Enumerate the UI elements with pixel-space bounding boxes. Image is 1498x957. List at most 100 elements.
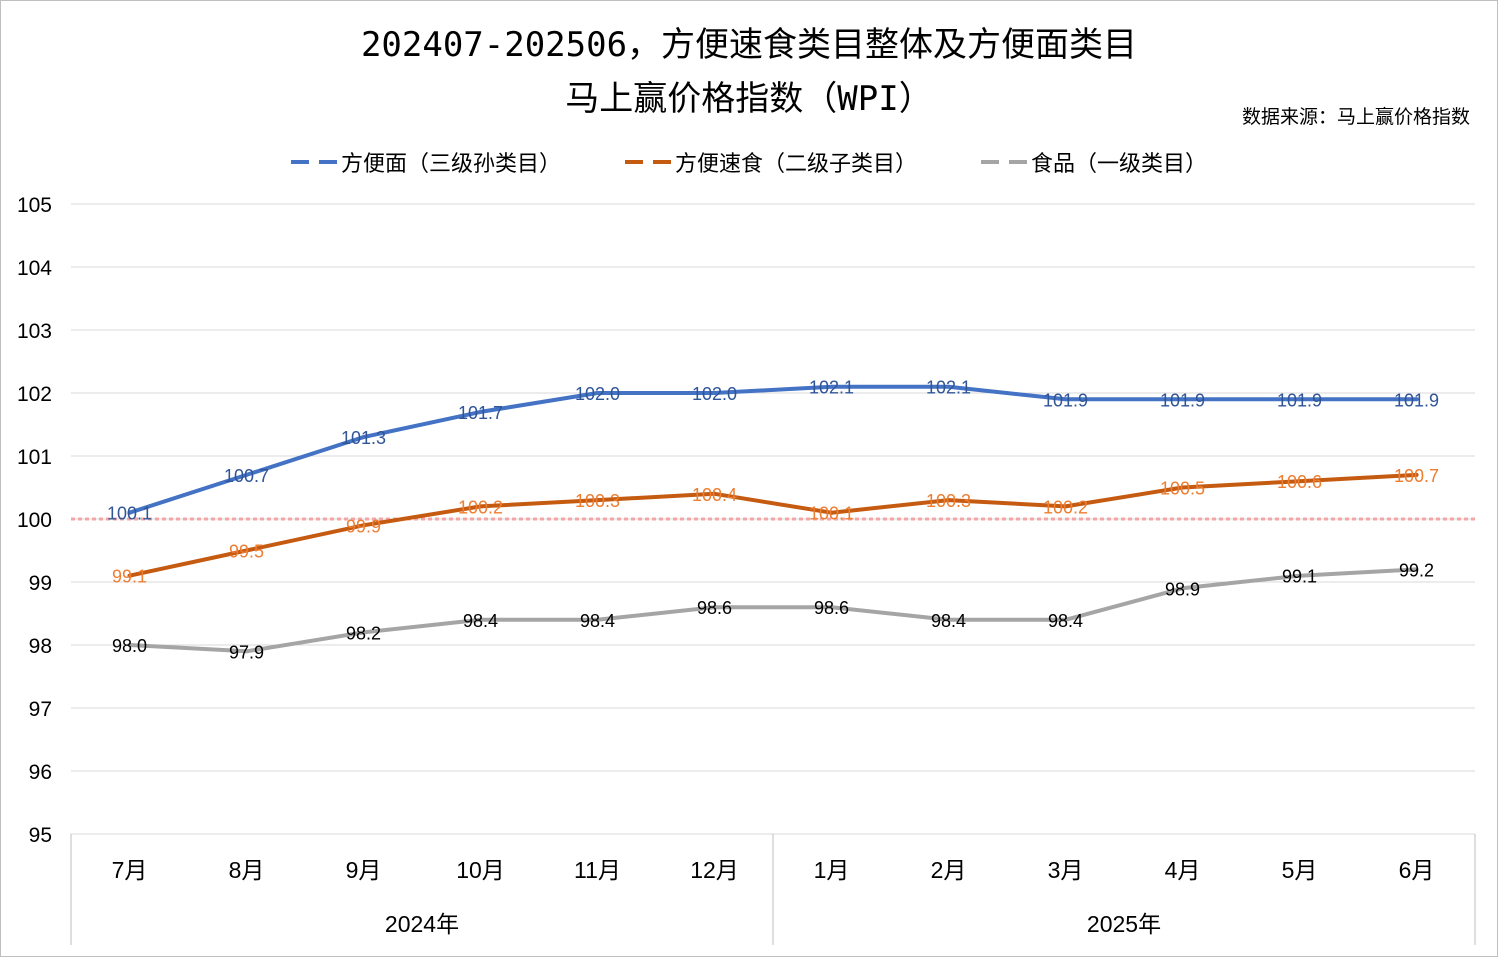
data-point-s2-2: [361, 630, 366, 635]
data-point-s2-11: [1414, 567, 1419, 572]
data-label-s1-0: 99.1: [112, 567, 147, 587]
data-label-s2-7: 98.4: [931, 611, 966, 631]
data-point-s0-1: [244, 472, 249, 477]
legend-label-food: 食品（一级类目）: [1031, 152, 1208, 177]
data-label-s2-4: 98.4: [580, 611, 615, 631]
data-label-s2-8: 98.4: [1048, 611, 1083, 631]
data-label-s1-2: 99.9: [346, 516, 381, 536]
data-label-s0-9: 101.9: [1160, 390, 1205, 410]
data-source-note: 数据来源：马上赢价格指数: [1241, 106, 1470, 128]
data-label-s2-1: 97.9: [229, 642, 264, 662]
data-point-s1-1: [244, 548, 249, 553]
data-label-s0-0: 100.1: [107, 504, 152, 524]
data-point-s0-9: [1180, 397, 1185, 402]
data-label-s1-6: 100.1: [809, 504, 854, 524]
data-point-s0-0: [127, 510, 132, 515]
data-label-s2-3: 98.4: [463, 611, 498, 631]
data-point-s2-3: [478, 617, 483, 622]
y-tick-label-104: 104: [17, 257, 52, 280]
data-point-s0-4: [595, 391, 600, 395]
y-tick-label-100: 100: [17, 509, 52, 532]
legend-item-food: 食品（一级类目）: [981, 146, 1207, 178]
data-label-s1-5: 100.4: [692, 485, 737, 505]
data-label-s2-10: 99.1: [1282, 567, 1317, 587]
data-point-s0-10: [1297, 397, 1302, 402]
data-point-s2-7: [946, 617, 951, 622]
legend-label-instant-noodles: 方便面（三级孙类目）: [340, 152, 561, 177]
x-group-label-0: 2024年: [385, 911, 459, 937]
data-point-s1-4: [595, 498, 600, 503]
data-point-s0-11: [1414, 397, 1419, 402]
x-tick-label-3: 10月: [456, 857, 505, 883]
data-point-s0-7: [946, 384, 951, 389]
legend-item-instant-noodles: 方便面（三级孙类目）: [290, 146, 561, 178]
data-point-s0-8: [1063, 397, 1068, 402]
y-tick-label-98: 98: [29, 635, 52, 658]
data-point-s2-0: [127, 643, 132, 647]
data-point-s2-1: [244, 649, 249, 654]
data-label-s2-9: 98.9: [1165, 579, 1200, 599]
data-label-s0-2: 101.3: [341, 428, 386, 448]
legend-item-convenience-food: 方便速食（二级子类目）: [624, 146, 917, 178]
chart-title-line1: 202407-202506，方便速食类目整体及方便面类目: [360, 25, 1138, 65]
data-label-s0-1: 100.7: [224, 466, 269, 486]
legend-swatch-convenience-food: [624, 160, 671, 164]
x-tick-label-7: 2月: [931, 857, 967, 883]
data-label-s2-2: 98.2: [346, 623, 381, 643]
data-point-s1-0: [127, 573, 132, 578]
data-label-s0-11: 101.9: [1394, 390, 1439, 410]
data-point-s2-8: [1063, 617, 1068, 622]
y-tick-label-103: 103: [17, 320, 52, 343]
data-point-s2-4: [595, 617, 600, 622]
data-point-s1-11: [1414, 472, 1419, 477]
x-tick-label-4: 11月: [574, 857, 621, 883]
y-tick-label-101: 101: [17, 446, 52, 469]
data-point-s1-9: [1180, 485, 1185, 490]
y-tick-label-97: 97: [29, 698, 52, 721]
x-tick-label-11: 6月: [1399, 857, 1435, 883]
series-line-0: [127, 384, 1419, 515]
x-tick-label-1: 8月: [229, 857, 265, 883]
data-label-s0-6: 102.1: [809, 378, 854, 398]
data-point-s1-8: [1063, 504, 1068, 509]
y-tick-label-102: 102: [17, 383, 52, 406]
y-tick-label-96: 96: [29, 761, 52, 784]
data-point-s1-3: [478, 504, 483, 509]
data-label-s1-3: 100.2: [458, 497, 503, 517]
data-label-s0-7: 102.1: [926, 378, 971, 398]
chart-legend: 方便面（三级孙类目） 方便速食（二级子类目） 食品（一级类目）: [0, 146, 1498, 178]
data-label-s0-5: 102.0: [692, 384, 737, 404]
data-label-s2-0: 98.0: [112, 636, 147, 656]
data-label-s1-8: 100.2: [1043, 497, 1088, 517]
data-point-s2-10: [1297, 573, 1302, 578]
data-point-s1-7: [946, 498, 951, 503]
legend-swatch-food: [981, 160, 1027, 164]
x-tick-label-6: 1月: [814, 857, 850, 883]
x-group-label-1: 2025年: [1087, 911, 1161, 937]
y-tick-label-99: 99: [29, 572, 52, 595]
data-point-s2-5: [712, 605, 717, 610]
data-point-s0-3: [478, 409, 483, 414]
x-tick-label-9: 4月: [1165, 857, 1201, 883]
x-tick-label-0: 7月: [112, 857, 148, 883]
x-tick-label-8: 3月: [1048, 857, 1084, 883]
data-label-s1-11: 100.7: [1394, 466, 1439, 486]
data-label-s1-1: 99.5: [229, 542, 264, 562]
data-point-s2-6: [829, 605, 834, 610]
data-point-s1-2: [361, 523, 366, 528]
data-point-s0-6: [829, 384, 834, 389]
x-tick-label-2: 9月: [346, 857, 382, 883]
y-tick-label-95: 95: [29, 824, 52, 847]
data-point-s0-5: [712, 391, 717, 395]
data-label-s0-8: 101.9: [1043, 390, 1088, 410]
series-line-1: [127, 472, 1419, 578]
data-point-s1-5: [712, 491, 717, 496]
x-tick-label-10: 5月: [1282, 857, 1318, 883]
data-label-s2-5: 98.6: [697, 598, 732, 618]
data-point-s0-2: [361, 435, 366, 440]
data-label-s2-6: 98.6: [814, 598, 849, 618]
data-label-s2-11: 99.2: [1399, 560, 1434, 580]
data-label-s1-9: 100.5: [1160, 479, 1205, 499]
data-label-s0-10: 101.9: [1277, 390, 1322, 410]
